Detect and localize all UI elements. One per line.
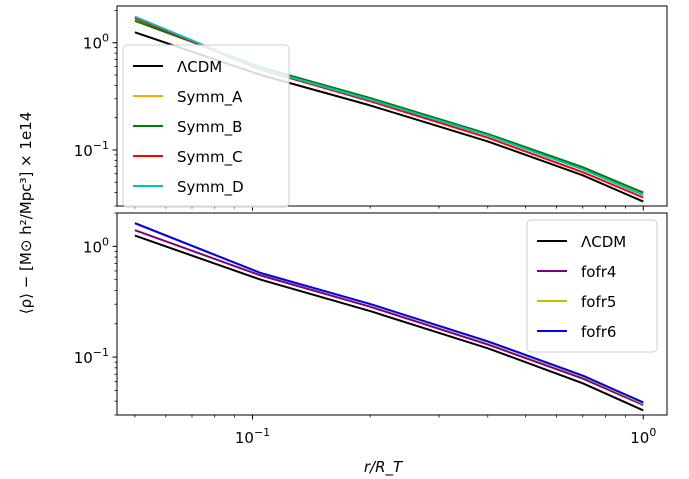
axes-frame — [116, 212, 668, 416]
x-tick-label: 10−1 — [235, 426, 270, 447]
y-tick-label: 10−1 — [74, 346, 109, 367]
chart-panel-2: 10−1 100 10−1 100 ΛCDM fofr4 fofr5 fofr6 — [74, 212, 668, 447]
series-line-1 — [134, 234, 644, 412]
legend-box — [122, 44, 290, 208]
legend-label: ΛCDM — [177, 58, 222, 76]
legend: ΛCDM Symm_A Symm_B Symm_C Symm_D — [122, 44, 290, 208]
y-tick-label: 10−1 — [74, 139, 109, 160]
legend-label: ΛCDM — [581, 233, 626, 251]
chart-panel-1: 10−1 100 ΛCDM Symm_A Symm_B Symm_C Symm_D — [74, 5, 668, 211]
legend-label: Symm_C — [177, 148, 243, 167]
series-line-2 — [134, 229, 644, 406]
y-axis-label: ⟨ρ⟩ − [M⊙ h²/Mpc³] × 1e14 — [17, 112, 35, 315]
legend-label: Symm_A — [177, 88, 243, 107]
series-line-4 — [134, 222, 644, 404]
legend-box — [526, 219, 658, 353]
legend: ΛCDM fofr4 fofr5 fofr6 — [526, 219, 658, 353]
x-tick-label: 100 — [630, 426, 656, 447]
x-axis-label: r/R_T — [364, 458, 404, 477]
y-tick-label: 100 — [83, 235, 109, 256]
legend-label: fofr4 — [581, 263, 616, 281]
legend-label: fofr6 — [581, 323, 616, 341]
legend-label: fofr5 — [581, 293, 616, 311]
axes-frame — [116, 5, 668, 207]
y-tick-label: 100 — [83, 32, 109, 53]
legend-label: Symm_B — [177, 118, 242, 137]
legend-label: Symm_D — [177, 178, 244, 197]
